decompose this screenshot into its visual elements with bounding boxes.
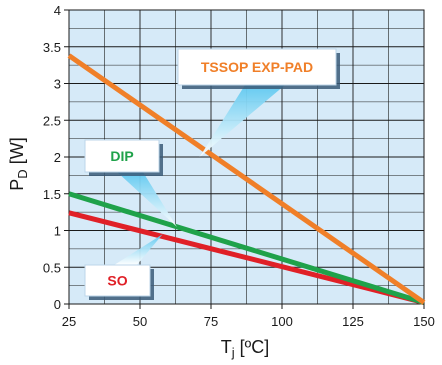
- y-axis-title: PD [W]: [7, 137, 30, 190]
- callout-pointer: [114, 234, 163, 265]
- y-tick-label: 0: [54, 297, 61, 312]
- x-tick-label: 75: [204, 314, 218, 329]
- callout-tssop-exp-pad: TSSOP EXP-PAD: [177, 48, 340, 157]
- grid: [69, 10, 424, 304]
- callout-dip: DIP: [84, 139, 177, 227]
- y-tick-label: 1.5: [43, 187, 61, 202]
- tick-layer: 25 50 75 100 125 150 0 0.5 1 1.5 2 2.5 3 3.5 4: [43, 3, 435, 329]
- callout-label: TSSOP EXP-PAD: [201, 59, 313, 75]
- series-layer: [67, 53, 426, 305]
- series-line-so: [68, 210, 425, 305]
- callout-layer: TSSOP EXP-PAD DIP SO: [84, 48, 340, 300]
- y-tick-label: 0.5: [43, 260, 61, 275]
- x-tick-label: 25: [62, 314, 76, 329]
- y-tick-label: 3: [54, 77, 61, 92]
- series-line-dip: [68, 191, 425, 305]
- x-tick-label: 125: [342, 314, 364, 329]
- x-tick-label: 100: [271, 314, 293, 329]
- callout-label: DIP: [110, 148, 133, 164]
- callout-label: SO: [107, 273, 127, 289]
- series-line-tssop-exp-pad: [67, 53, 426, 305]
- y-tick-label: 2.5: [43, 113, 61, 128]
- y-tick-label: 4: [54, 3, 61, 18]
- callout-box: [84, 264, 151, 297]
- x-axis-title: Tj [ºC]: [221, 337, 269, 360]
- callout-pointer: [199, 85, 285, 157]
- callout-pointer: [117, 172, 177, 227]
- x-tick-label: 150: [413, 314, 435, 329]
- callout-box: [177, 48, 337, 86]
- x-tick-label: 50: [133, 314, 147, 329]
- callout-box: [84, 139, 160, 173]
- callout-so: SO: [84, 234, 163, 300]
- y-tick-label: 2: [54, 150, 61, 165]
- y-tick-label: 3.5: [43, 40, 61, 55]
- y-tick-label: 1: [54, 224, 61, 239]
